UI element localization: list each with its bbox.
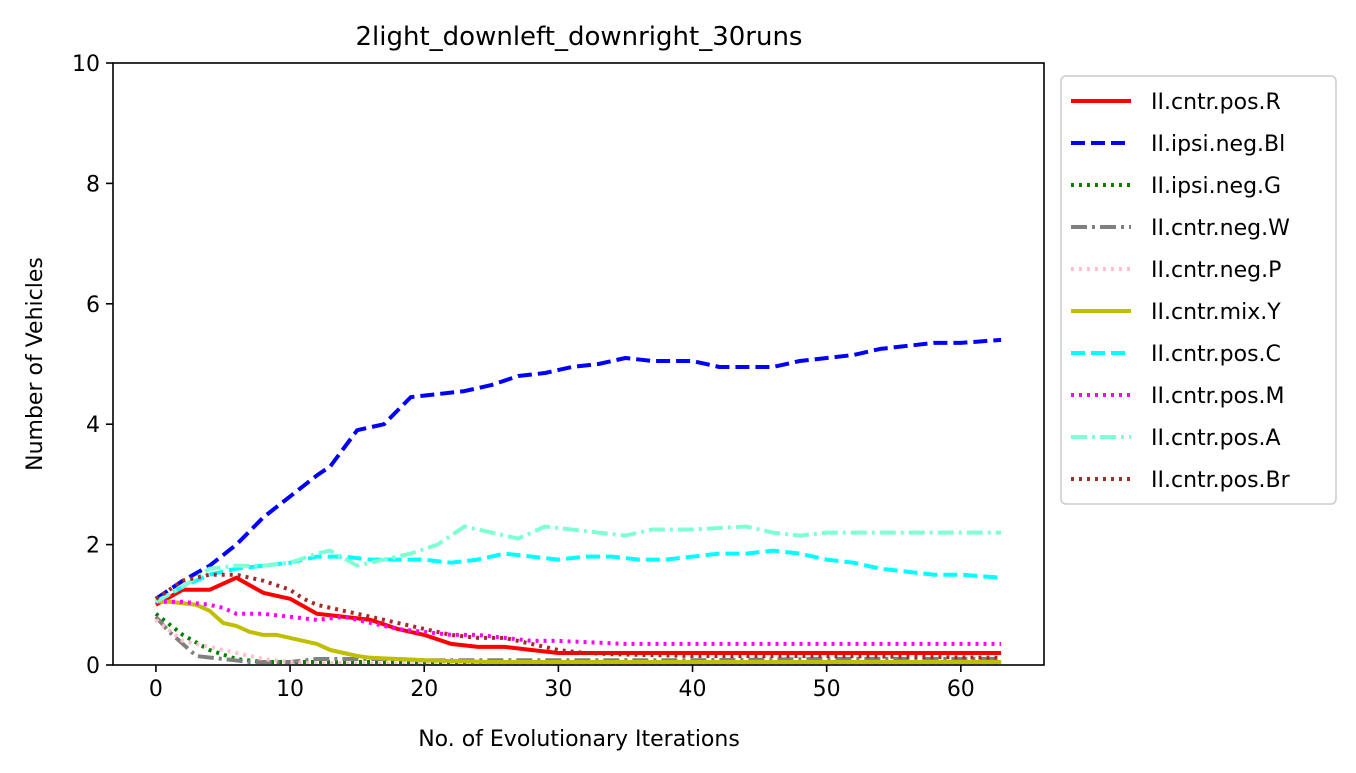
x-tick-label: 50 <box>813 677 841 702</box>
legend-label: II.cntr.neg.P <box>1151 258 1281 283</box>
y-tick-label: 6 <box>86 293 100 318</box>
series-line-7 <box>154 548 1002 604</box>
x-tick-label: 40 <box>679 677 707 702</box>
y-tick-label: 4 <box>86 413 100 438</box>
legend-label: II.ipsi.neg.Bl <box>1151 132 1285 157</box>
series-line-2 <box>154 337 1002 601</box>
series-lines <box>154 337 1002 665</box>
legend-label: II.cntr.pos.C <box>1151 342 1281 367</box>
legend-label: II.cntr.pos.Br <box>1151 468 1291 493</box>
x-axis-label: No. of Evolutionary Iterations <box>418 727 740 752</box>
y-tick-label: 2 <box>86 534 100 559</box>
series-line-6 <box>155 599 1002 664</box>
plot-frame <box>112 62 1045 666</box>
chart-title: 2light_downleft_downright_30runs <box>356 22 803 52</box>
y-tick-label: 8 <box>86 172 100 197</box>
x-tick-label: 20 <box>410 677 438 702</box>
legend-label: II.cntr.pos.M <box>1151 384 1285 409</box>
x-tick-label: 30 <box>544 677 572 702</box>
y-axis-label: Number of Vehicles <box>23 257 48 471</box>
plot-area: 0 10 20 30 40 50 60 0 2 4 6 8 10 <box>72 52 1045 702</box>
legend-label: II.cntr.neg.W <box>1151 216 1290 241</box>
legend-label: II.cntr.pos.A <box>1151 426 1281 451</box>
x-tick-label: 60 <box>947 677 975 702</box>
y-tick-label: 0 <box>86 654 100 679</box>
legend: II.cntr.pos.R II.ipsi.neg.Bl II.ipsi.neg.G… <box>1060 75 1337 505</box>
legend-label: II.cntr.mix.Y <box>1151 300 1281 325</box>
x-tick-label: 10 <box>276 677 304 702</box>
x-tick-label: 0 <box>149 677 163 702</box>
legend-label: II.cntr.pos.R <box>1151 90 1281 115</box>
series-line-4 <box>154 615 1002 664</box>
series-line-9 <box>154 524 1002 604</box>
y-tick-label: 10 <box>72 52 100 77</box>
series-line-8 <box>155 599 1002 646</box>
legend-label: II.ipsi.neg.G <box>1151 174 1281 199</box>
